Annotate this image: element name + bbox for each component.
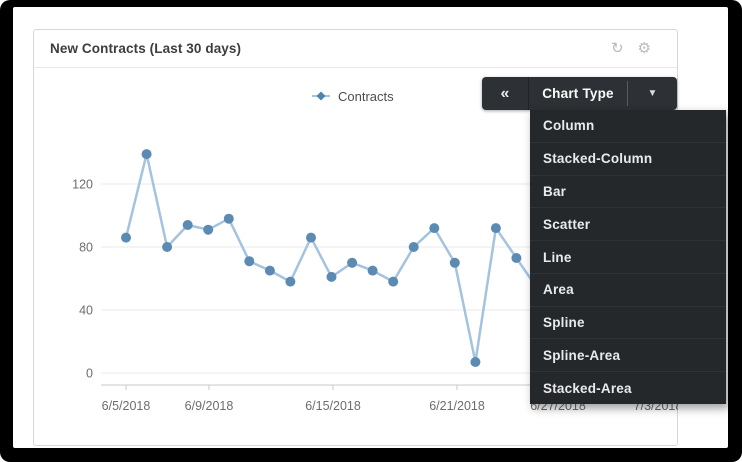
caret-down-icon: ▼ — [647, 88, 658, 99]
data-point[interactable] — [511, 253, 522, 263]
legend-label: Contracts — [338, 88, 394, 104]
y-axis-label: 120 — [72, 178, 93, 192]
data-point[interactable] — [367, 265, 378, 276]
y-axis-label: 40 — [79, 304, 93, 318]
toolbar-separator — [627, 81, 628, 106]
data-point[interactable] — [264, 265, 275, 276]
refresh-button[interactable]: ↻ — [609, 39, 626, 58]
legend-item-contracts[interactable]: Contracts — [311, 87, 394, 105]
card-header-actions: ↻ ⚙ — [609, 39, 661, 58]
data-point[interactable] — [490, 223, 501, 234]
y-axis-label: 0 — [86, 367, 93, 381]
x-axis-label: 6/5/2018 — [102, 399, 151, 413]
data-point[interactable] — [223, 213, 234, 224]
dropdown-item-scatter[interactable]: Scatter — [530, 207, 726, 240]
x-axis-label: 6/21/2018 — [429, 399, 485, 413]
series-line-contracts — [124, 152, 539, 364]
dropdown-item-stacked-column[interactable]: Stacked-Column — [530, 141, 726, 175]
data-point[interactable] — [285, 276, 296, 287]
data-point[interactable] — [162, 242, 173, 252]
data-point[interactable] — [141, 149, 152, 160]
dropdown-item-spline[interactable]: Spline — [530, 305, 726, 339]
chart-type-toolbar: « Chart Type ▼ — [482, 77, 677, 110]
data-point[interactable] — [408, 242, 419, 252]
chart-type-button[interactable]: Chart Type — [529, 77, 627, 110]
legend-marker-icon — [312, 91, 330, 101]
data-point[interactable] — [388, 276, 399, 287]
page-background: New Contracts (Last 30 days) ↻ ⚙ 0 40 80 12… — [13, 7, 728, 448]
dropdown-toggle-button[interactable]: ▼ — [628, 77, 677, 110]
x-axis-label: 6/9/2018 — [185, 399, 234, 413]
data-point[interactable] — [470, 357, 481, 367]
dropdown-item-spline-area[interactable]: Spline-Area — [530, 338, 726, 371]
data-point[interactable] — [244, 256, 255, 267]
collapse-button[interactable]: « — [482, 77, 529, 110]
contracts-line-chart: 0 40 80 120 6/5/2018 6/9/2018 6/15/2018 6/21/20… — [72, 149, 678, 413]
dropdown-item-stacked-area[interactable]: Stacked-Area — [530, 371, 726, 404]
data-point[interactable] — [347, 257, 358, 268]
chevron-left-icon: « — [500, 84, 510, 102]
chart-type-dropdown: Column Stacked-Column Bar Scatter Line Area Sp… — [530, 110, 726, 404]
data-point[interactable] — [182, 220, 193, 230]
data-point[interactable] — [203, 224, 214, 235]
dropdown-item-bar[interactable]: Bar — [530, 174, 726, 208]
dropdown-item-area[interactable]: Area — [530, 272, 726, 306]
settings-button[interactable]: ⚙ — [636, 39, 653, 58]
card-header: New Contracts (Last 30 days) ↻ ⚙ — [34, 30, 677, 68]
data-point[interactable] — [429, 223, 440, 234]
x-axis-label: 6/15/2018 — [305, 399, 361, 413]
data-point[interactable] — [449, 257, 460, 268]
data-point[interactable] — [121, 232, 131, 243]
refresh-icon: ↻ — [610, 40, 624, 57]
y-axis-label: 80 — [79, 241, 93, 255]
dropdown-item-column[interactable]: Column — [543, 118, 595, 134]
dropdown-item-line[interactable]: Line — [530, 240, 726, 273]
gear-icon: ⚙ — [637, 40, 651, 57]
data-point[interactable] — [306, 232, 316, 243]
data-point[interactable] — [326, 271, 337, 282]
card-title: New Contracts (Last 30 days) — [50, 41, 242, 56]
